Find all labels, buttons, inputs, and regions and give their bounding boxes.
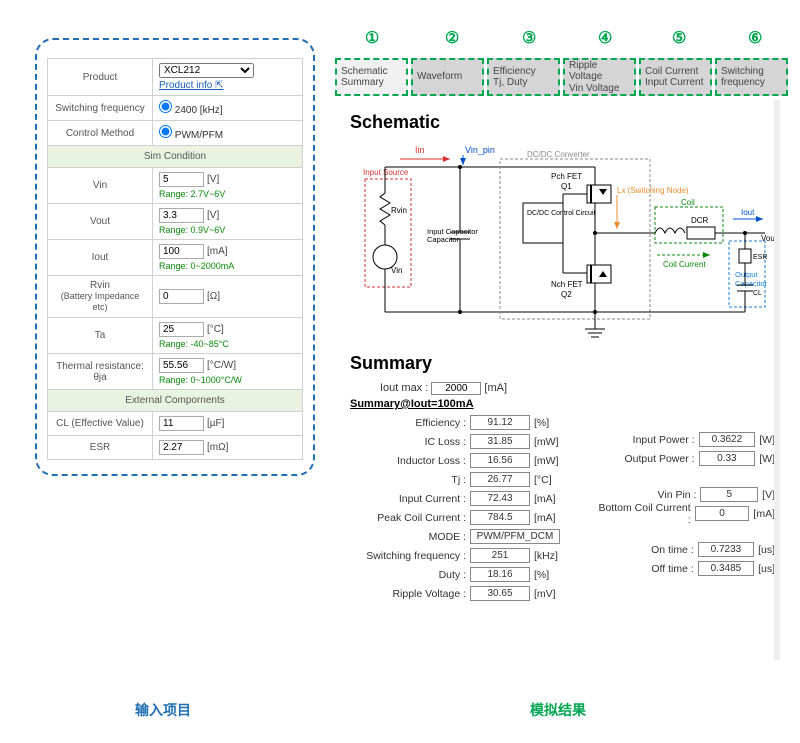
ioutmax-input[interactable] bbox=[431, 382, 481, 395]
product-label: Product bbox=[48, 59, 153, 96]
iout-input[interactable] bbox=[159, 244, 204, 259]
marker-6: ⑥ bbox=[748, 28, 762, 48]
marker-5: ⑤ bbox=[672, 28, 686, 48]
tab-4[interactable]: Ripple VoltageVin Voltage bbox=[563, 58, 636, 96]
svg-text:Vout: Vout bbox=[761, 234, 775, 243]
tab-3[interactable]: EfficiencyTj, Duty bbox=[487, 58, 560, 96]
svg-text:Coil: Coil bbox=[681, 198, 695, 207]
tab-5[interactable]: Coil CurrentInput Current bbox=[639, 58, 712, 96]
svg-text:Coil Current: Coil Current bbox=[663, 260, 706, 269]
summary-link[interactable]: Summary@Iout=100mA bbox=[350, 398, 780, 410]
svg-text:Vin_pin: Vin_pin bbox=[465, 145, 495, 155]
vin-input[interactable] bbox=[159, 172, 204, 187]
bottom-label-input: 输入项目 bbox=[135, 700, 191, 720]
summary-row: IC Loss :31.85[mW] bbox=[350, 433, 595, 450]
svg-text:Lx (Switching Node): Lx (Switching Node) bbox=[617, 186, 689, 195]
input-table: Product XCL212 Product info ⇱ Switching … bbox=[47, 58, 303, 460]
summary-row: Bottom Coil Current :0[mA] bbox=[595, 505, 775, 522]
summary-row: Ripple Voltage :30.65[mV] bbox=[350, 585, 595, 602]
svg-text:DCR: DCR bbox=[691, 216, 709, 225]
extcomp-header: External Compornents bbox=[48, 390, 303, 412]
ioutmax-unit: [mA] bbox=[484, 382, 507, 394]
swfreq-label: Switching frequency bbox=[48, 96, 153, 121]
esr-label: ESR bbox=[48, 436, 153, 460]
svg-text:Capacitor: Capacitor bbox=[427, 235, 460, 244]
svg-text:Q2: Q2 bbox=[561, 290, 572, 299]
svg-text:Nch FET: Nch FET bbox=[551, 280, 583, 289]
summary-row: Off time :0.3485[us] bbox=[595, 560, 775, 577]
product-select[interactable]: XCL212 bbox=[159, 63, 254, 78]
schematic-heading: Schematic bbox=[350, 112, 780, 133]
cl-input[interactable] bbox=[159, 416, 204, 431]
summary-row: Peak Coil Current :784.5[mA] bbox=[350, 509, 595, 526]
svg-text:CL: CL bbox=[753, 290, 762, 297]
svg-text:Rvin: Rvin bbox=[391, 206, 407, 215]
ta-label: Ta bbox=[48, 318, 153, 354]
summary-row: MODE :PWM/PFM_DCM bbox=[350, 528, 595, 545]
summary-row: Output Power :0.33[W] bbox=[595, 450, 775, 467]
svg-text:Q1: Q1 bbox=[561, 182, 572, 191]
simcond-header: Sim Condition bbox=[48, 146, 303, 168]
ctrl-radio[interactable] bbox=[159, 125, 172, 138]
marker-2: ② bbox=[445, 28, 459, 48]
summary-row: Input Power :0.3622[W] bbox=[595, 431, 775, 448]
ctrl-radio-label[interactable]: PWM/PFM bbox=[159, 130, 223, 141]
bottom-label-result: 模拟结果 bbox=[530, 700, 586, 720]
esr-input[interactable] bbox=[159, 440, 204, 455]
summary-row: On time :0.7233[us] bbox=[595, 541, 775, 558]
summary-row: Input Current :72.43[mA] bbox=[350, 490, 595, 507]
rvin-input[interactable] bbox=[159, 289, 204, 304]
svg-text:Pch FET: Pch FET bbox=[551, 172, 582, 181]
svg-text:DC/DC Converter: DC/DC Converter bbox=[527, 150, 590, 159]
tab-6[interactable]: Switchingfrequency bbox=[715, 58, 788, 96]
svg-text:DC/DC Control Circuit: DC/DC Control Circuit bbox=[527, 210, 596, 217]
product-info-link[interactable]: Product info ⇱ bbox=[159, 80, 224, 91]
vin-label: Vin bbox=[48, 168, 153, 204]
ta-input[interactable] bbox=[159, 322, 204, 337]
summary-row: Tj :26.77[°C] bbox=[350, 471, 595, 488]
right-divider bbox=[774, 100, 780, 660]
marker-3: ③ bbox=[522, 28, 536, 48]
svg-text:Iin: Iin bbox=[415, 145, 425, 155]
summary-row: Switching frequency :251[kHz] bbox=[350, 547, 595, 564]
swfreq-radio-label[interactable]: 2400 [kHz] bbox=[159, 105, 223, 116]
schematic-diagram: Iin Vin_pin Input Source Rvin Vin bbox=[355, 137, 775, 347]
svg-text:ESR: ESR bbox=[753, 254, 767, 261]
marker-4: ④ bbox=[598, 28, 612, 48]
summary-row: Duty :18.16[%] bbox=[350, 566, 595, 583]
ctrl-label: Control Method bbox=[48, 121, 153, 146]
swfreq-radio[interactable] bbox=[159, 100, 172, 113]
marker-1: ① bbox=[365, 28, 379, 48]
input-panel: Product XCL212 Product info ⇱ Switching … bbox=[35, 38, 315, 476]
svg-text:Vin: Vin bbox=[391, 266, 402, 275]
summary-row: Vin Pin :5[V] bbox=[595, 486, 775, 503]
tab-1[interactable]: SchematicSummary bbox=[335, 58, 408, 96]
thres-label: Thermal resistance: θja bbox=[48, 354, 153, 390]
vout-label: Vout bbox=[48, 204, 153, 240]
vout-input[interactable] bbox=[159, 208, 204, 223]
thres-input[interactable] bbox=[159, 358, 204, 373]
rvin-label: Rvin(Battery Impedance etc) bbox=[48, 276, 153, 318]
svg-text:Output: Output bbox=[735, 270, 758, 279]
svg-text:Iout: Iout bbox=[741, 208, 755, 217]
summary-heading: Summary bbox=[350, 353, 780, 374]
cl-label: CL (Effective Value) bbox=[48, 412, 153, 436]
ioutmax-label: Iout max : bbox=[380, 382, 428, 394]
iout-label: Iout bbox=[48, 240, 153, 276]
svg-text:Input Source: Input Source bbox=[363, 168, 409, 177]
tab-2[interactable]: Waveform bbox=[411, 58, 484, 96]
summary-row: Efficiency :91.12[%] bbox=[350, 414, 595, 431]
svg-text:Capacitor: Capacitor bbox=[735, 279, 768, 288]
summary-row: Inductor Loss :16.56[mW] bbox=[350, 452, 595, 469]
